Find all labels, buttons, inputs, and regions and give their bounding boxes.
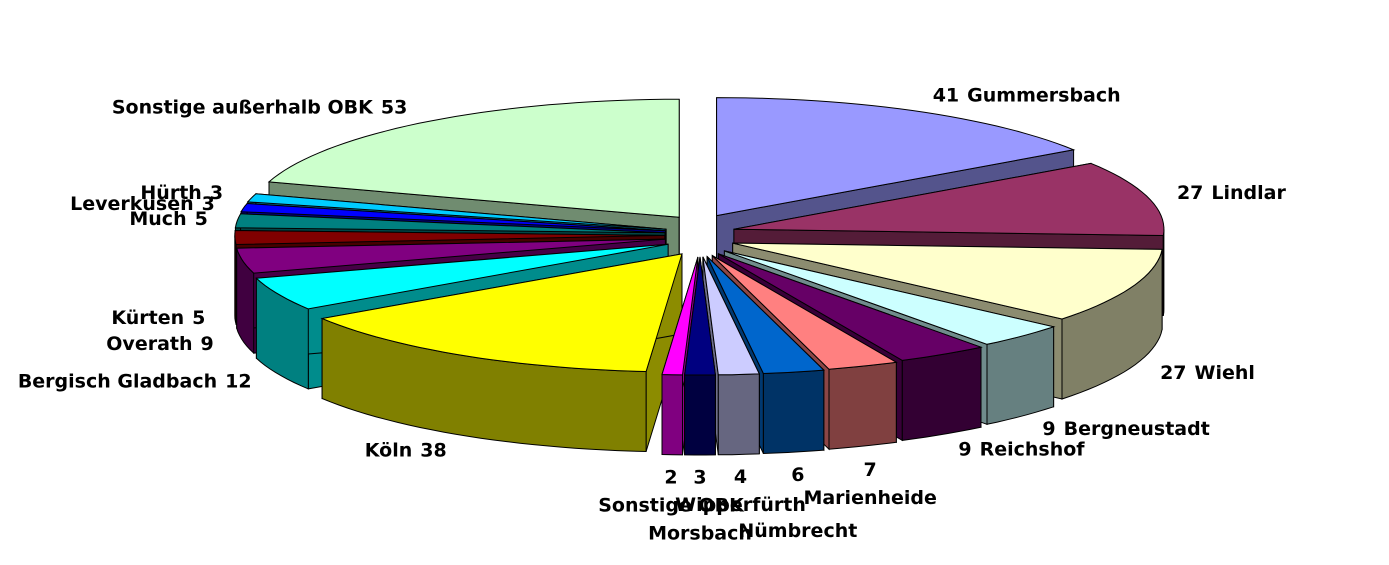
data-label: 9 (201, 333, 214, 355)
slice-side (717, 373, 760, 456)
slice-side (828, 361, 897, 450)
slice-top (711, 255, 898, 370)
slice-label: 27 Lindlar (1177, 182, 1287, 204)
data-label: 5 (192, 306, 205, 328)
data-label: 12 (225, 370, 251, 392)
slice-label: 9 Reichshof (958, 438, 1085, 460)
category-label: Wiehl (1195, 362, 1255, 384)
slice-top (320, 253, 683, 373)
slice-top (706, 256, 825, 375)
category-label: Leverkusen (70, 193, 194, 215)
slice-label: Leverkusen 3 (70, 193, 215, 215)
slice-top (684, 256, 716, 376)
data-label: 41 (933, 84, 959, 106)
slice-top (236, 238, 666, 274)
pie-slice (320, 253, 683, 453)
category-label: Lindlar (1211, 182, 1286, 204)
data-label: 3 (202, 193, 215, 215)
data-label: 53 (381, 96, 407, 118)
data-label: 2 (664, 466, 677, 488)
slice-label: Bergisch Gladbach 12 (18, 370, 252, 392)
slice-top (724, 250, 1056, 345)
slice-top (240, 202, 666, 232)
category-label: Bergneustadt (1064, 418, 1210, 440)
data-label: 9 (958, 438, 971, 460)
data-label: 6 (791, 464, 804, 486)
category-label: Gummersbach (967, 84, 1120, 106)
slice-top (234, 229, 665, 246)
category-label: Overath (106, 333, 192, 355)
slice-top (733, 162, 1165, 237)
data-label: 4 (734, 466, 747, 488)
slice-label: 41 Gummersbach (933, 84, 1121, 106)
slice-top (246, 193, 667, 230)
slice-side (661, 373, 683, 456)
slice-label: 27 Wiehl (1160, 362, 1255, 384)
category-label: Nümbrecht (738, 520, 857, 542)
data-label: 38 (420, 439, 446, 461)
category-label: Kürten (111, 306, 184, 328)
data-label: 9 (1042, 418, 1055, 440)
category-label: Much (129, 207, 186, 229)
category-label: Bergisch Gladbach (18, 370, 217, 392)
slice-label: Hürth 3 (140, 182, 223, 204)
category-label: Sonstige außerhalb OBK (112, 96, 374, 118)
slice-label: Kürten 5 (111, 306, 205, 328)
slice-side (1162, 229, 1165, 316)
category-label: Marienheide (803, 487, 936, 509)
slice-top (267, 98, 680, 218)
slice-side (901, 346, 982, 441)
slice-top (255, 243, 669, 310)
slice-label: 9 Bergneustadt (1042, 418, 1209, 440)
category-label: Wipperfürth (675, 494, 806, 516)
slice-label: Overath 9 (106, 333, 213, 355)
data-label: 3 (210, 182, 223, 204)
slice-top (718, 253, 983, 361)
slice-side (234, 235, 237, 325)
slice-side (684, 374, 716, 456)
category-label: Köln (365, 439, 412, 461)
slice-top (661, 256, 699, 376)
data-label: 3 (693, 467, 706, 489)
slice-top (732, 242, 1163, 320)
slice-label: Köln 38 (365, 439, 447, 461)
slice-label: Much 5 (129, 207, 207, 229)
slice-top (702, 256, 761, 376)
data-label: 7 (864, 459, 877, 481)
category-label: Sonstige OBK (598, 494, 745, 516)
slice-top (716, 97, 1076, 217)
data-label: 5 (195, 207, 208, 229)
category-label: Hürth (140, 182, 201, 204)
slice-label: Sonstige außerhalb OBK 53 (112, 96, 407, 118)
data-label: 27 (1177, 182, 1203, 204)
slice-side (762, 369, 825, 455)
category-label: Morsbach (648, 523, 752, 545)
slice-top (234, 213, 666, 234)
category-label: Reichshof (980, 438, 1086, 460)
pie-slice (684, 256, 716, 456)
data-label: 27 (1160, 362, 1186, 384)
